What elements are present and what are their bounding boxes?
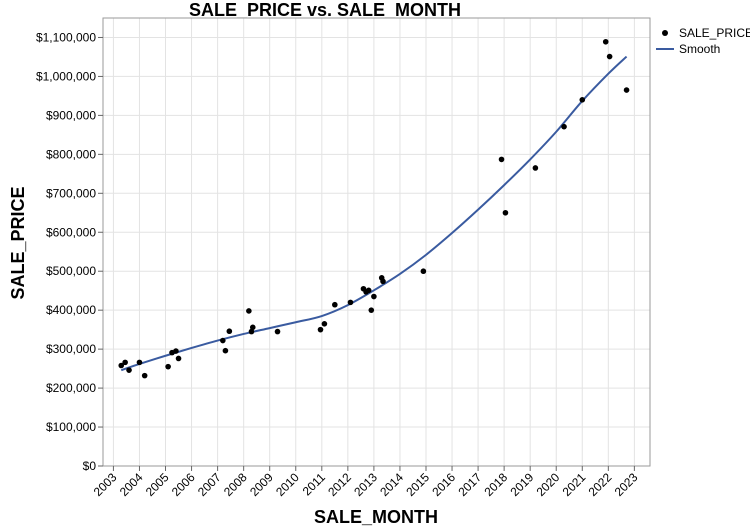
y-tick-label: $1,100,000: [36, 30, 96, 44]
x-tick-label: 2021: [560, 470, 589, 499]
y-axis-title: SALE_PRICE: [8, 186, 28, 299]
data-point: [246, 308, 252, 314]
x-tick-label: 2008: [221, 470, 250, 499]
x-tick-label: 2003: [91, 470, 120, 499]
y-tick-label: $700,000: [46, 186, 96, 200]
data-point: [249, 324, 256, 331]
legend-marker-sale-price: [662, 30, 668, 36]
x-tick-label: 2016: [429, 470, 458, 499]
data-point: [175, 355, 182, 362]
y-tick-label: $600,000: [46, 225, 96, 239]
x-tick-label: 2015: [403, 470, 432, 499]
x-tick-label: 2004: [117, 470, 146, 499]
data-point: [173, 348, 179, 354]
x-tick-label: 2011: [300, 470, 328, 498]
data-point: [561, 123, 567, 130]
data-point: [498, 156, 505, 163]
x-tick-label: 2010: [273, 470, 302, 499]
data-point: [226, 328, 233, 335]
x-tick-label: 2014: [377, 470, 406, 499]
x-axis: 2003200420052006200720082009201020112012…: [91, 466, 641, 499]
data-point: [136, 359, 143, 366]
x-tick-label: 2022: [586, 470, 615, 499]
data-point: [365, 287, 372, 294]
data-point: [579, 97, 586, 103]
data-point: [602, 38, 609, 45]
data-point: [368, 307, 375, 313]
plot-area: [102, 17, 651, 467]
x-tick-label: 2023: [612, 470, 641, 499]
x-tick-label: 2017: [455, 470, 484, 499]
legend-label-sale-price: SALE_PRICE: [679, 26, 750, 40]
data-point: [220, 337, 226, 344]
scatter-points: [118, 38, 630, 379]
y-tick-label: $200,000: [46, 381, 96, 395]
data-point: [502, 209, 509, 216]
data-point: [623, 87, 630, 93]
x-tick-label: 2019: [508, 470, 537, 499]
x-tick-label: 2006: [169, 470, 198, 499]
data-point: [371, 293, 377, 300]
x-tick-label: 2005: [143, 470, 172, 499]
data-point: [332, 301, 338, 308]
data-point: [420, 268, 427, 275]
data-point: [122, 359, 128, 366]
y-tick-label: $900,000: [46, 108, 96, 122]
data-point: [317, 326, 324, 333]
legend: SALE_PRICE Smooth: [656, 26, 750, 56]
chart-title: SALE_PRICE vs. SALE_MONTH: [189, 0, 461, 20]
x-tick-label: 2009: [247, 470, 276, 499]
x-axis-title: SALE_MONTH: [314, 507, 438, 527]
x-tick-label: 2013: [351, 470, 380, 499]
data-point: [165, 363, 171, 370]
data-point: [141, 372, 148, 379]
data-point: [126, 367, 132, 373]
x-tick-label: 2012: [325, 470, 354, 499]
data-point: [347, 299, 354, 306]
y-tick-label: $400,000: [46, 303, 96, 317]
y-tick-label: $800,000: [46, 147, 96, 161]
y-tick-label: $500,000: [46, 264, 96, 278]
smooth-line: [120, 55, 628, 372]
y-tick-label: $100,000: [46, 420, 96, 434]
data-point: [118, 362, 125, 369]
data-point: [532, 165, 539, 171]
y-tick-label: $0: [83, 459, 97, 473]
data-point: [606, 53, 613, 60]
data-point: [222, 347, 229, 354]
x-tick-label: 2007: [195, 470, 224, 499]
data-point: [321, 321, 328, 327]
x-tick-label: 2018: [481, 470, 510, 499]
data-point: [274, 328, 281, 335]
data-point: [380, 278, 386, 285]
y-tick-label: $300,000: [46, 342, 96, 356]
x-tick-label: 2020: [534, 470, 563, 499]
data-point: [248, 328, 255, 335]
legend-label-smooth: Smooth: [679, 42, 720, 56]
y-tick-label: $1,000,000: [36, 69, 96, 83]
grid: [103, 18, 650, 467]
y-axis: $0 $100,000 $200,000 $300,000 $400,000 $500,0…: [36, 30, 103, 473]
